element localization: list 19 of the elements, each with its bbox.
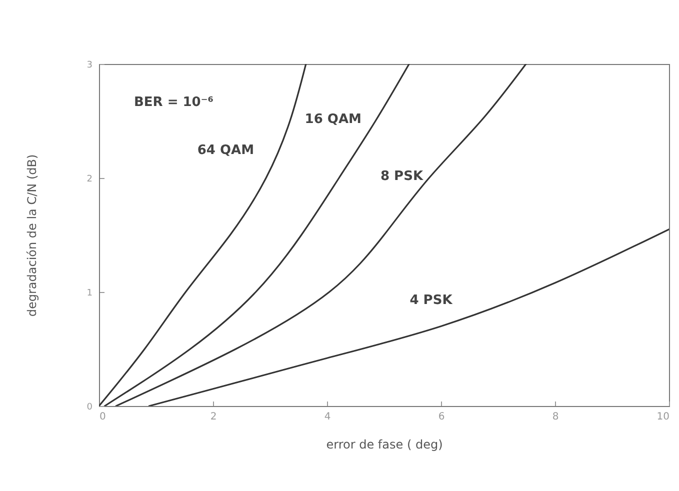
annotation: BER = 10⁻⁶ bbox=[134, 95, 214, 110]
series-label: 64 QAM bbox=[197, 143, 254, 158]
y-tick-label: 2 bbox=[86, 174, 92, 184]
series-label: 4 PSK bbox=[410, 293, 454, 308]
x-tick-label: 10 bbox=[656, 412, 670, 422]
x-tick-label: 0 bbox=[100, 412, 106, 422]
y-axis-title: degradación de la C/N (dB) bbox=[24, 154, 39, 317]
y-tick-label: 1 bbox=[86, 288, 92, 298]
x-tick-label: 6 bbox=[438, 412, 445, 422]
x-tick-label: 2 bbox=[210, 412, 217, 422]
x-tick-label: 8 bbox=[552, 412, 559, 422]
series-label: 8 PSK bbox=[380, 169, 424, 184]
y-tick-label: 3 bbox=[86, 60, 92, 70]
series-label: 16 QAM bbox=[304, 112, 362, 127]
x-axis-title: error de fase ( deg) bbox=[326, 438, 443, 452]
y-tick-label: 0 bbox=[86, 402, 93, 412]
line-series bbox=[148, 228, 669, 406]
line-series bbox=[115, 64, 527, 406]
x-tick-label: 4 bbox=[324, 412, 331, 422]
